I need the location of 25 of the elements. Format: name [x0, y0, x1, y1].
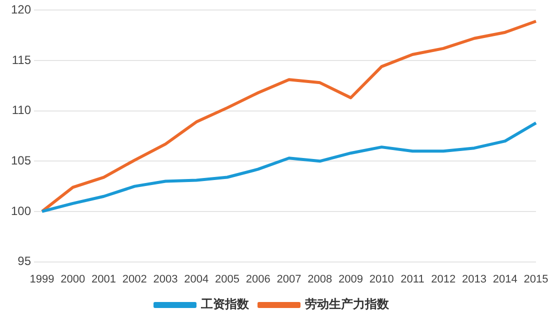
y-tick-label: 100 — [10, 204, 32, 218]
x-tick-label: 2014 — [492, 273, 518, 286]
x-tick-label: 2015 — [524, 273, 548, 286]
x-tick-label: 2004 — [184, 273, 209, 286]
x-tick-label: 2008 — [308, 273, 332, 286]
y-tick-label: 110 — [12, 103, 32, 118]
x-tick-label: 2006 — [246, 273, 270, 286]
x-tick-label: 1999 — [30, 273, 54, 286]
x-tick-label: 2009 — [338, 273, 363, 286]
y-tick-label: 120 — [10, 2, 32, 17]
x-tick-label: 2007 — [276, 273, 302, 286]
y-tick-label: 95 — [18, 254, 32, 268]
x-tick-label: 2000 — [60, 273, 86, 286]
x-tick-label: 2005 — [215, 273, 240, 286]
x-tick-label: 2002 — [122, 273, 147, 286]
x-tick-label: 2001 — [92, 273, 116, 286]
legend-label: 劳动生产力指数 — [305, 297, 390, 312]
x-tick-label: 2011 — [400, 273, 424, 286]
y-tick-label: 115 — [12, 52, 32, 67]
y-tick-label: 105 — [10, 153, 32, 168]
x-tick-label: 2012 — [431, 273, 456, 286]
x-tick-label: 2010 — [369, 273, 394, 286]
x-tick-label: 2013 — [462, 273, 486, 286]
x-tick-label: 2003 — [153, 273, 178, 286]
legend-label: 工资指数 — [200, 297, 250, 312]
